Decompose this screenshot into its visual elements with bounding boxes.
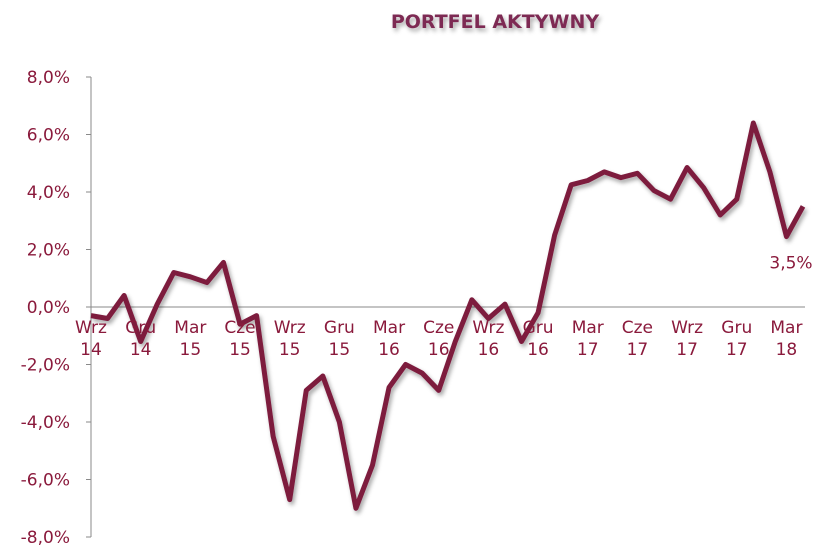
y-tick-label: -2,0% <box>21 356 70 376</box>
x-tick-label: Mar 18 <box>769 317 803 361</box>
x-tick-label: Mar 16 <box>372 317 406 361</box>
x-tick-label: Gru 17 <box>720 317 754 361</box>
x-tick-label: Mar 17 <box>571 317 605 361</box>
x-tick-label: Gru 15 <box>322 317 356 361</box>
y-tick-label: 8,0% <box>27 68 70 88</box>
x-tick-label: Mar 15 <box>173 317 207 361</box>
chart: PORTFEL AKTYWNY -8,0% -6,0% -4,0% -2,0% 0,0%… <box>0 0 823 547</box>
x-tick-label: Cze 16 <box>422 317 456 361</box>
chart-svg: PORTFEL AKTYWNY -8,0% -6,0% -4,0% -2,0% 0,0%… <box>0 0 823 547</box>
y-tick-label: -4,0% <box>21 413 70 433</box>
value-label: 3,5% <box>769 253 812 273</box>
x-tick-label: Wrz 16 <box>471 317 505 361</box>
x-tick-label: Wrz 15 <box>273 317 307 361</box>
y-tick-label: 4,0% <box>27 183 70 203</box>
x-tick-label: Cze 15 <box>223 317 257 361</box>
x-tick-label: Wrz 14 <box>74 317 108 361</box>
x-tick-label: Wrz 17 <box>670 317 704 361</box>
y-tick-label: 0,0% <box>27 298 70 318</box>
y-tick-label: -6,0% <box>21 471 70 491</box>
chart-title: PORTFEL AKTYWNY <box>391 11 599 33</box>
x-tick-label: Gru 16 <box>521 317 555 361</box>
y-tick-label: 2,0% <box>27 241 70 261</box>
y-tick-label: 6,0% <box>27 126 70 146</box>
line-series <box>91 123 803 508</box>
x-tick-label: Cze 17 <box>620 317 654 361</box>
y-tick-label: -8,0% <box>21 528 70 547</box>
x-tick-label: Gru 14 <box>124 317 158 361</box>
